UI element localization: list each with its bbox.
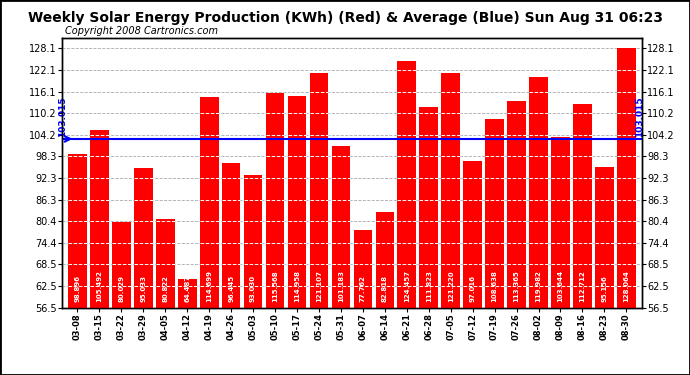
Bar xyxy=(200,97,219,308)
Bar xyxy=(529,77,548,308)
Bar xyxy=(463,160,482,308)
Bar xyxy=(551,136,570,308)
Bar xyxy=(288,96,306,308)
Text: 77.762: 77.762 xyxy=(360,275,366,302)
Bar xyxy=(485,118,504,308)
Text: 124.457: 124.457 xyxy=(404,270,410,302)
Bar xyxy=(134,168,152,308)
Text: 80.029: 80.029 xyxy=(119,275,124,302)
Bar xyxy=(112,222,130,308)
Bar xyxy=(442,73,460,308)
Text: 103.644: 103.644 xyxy=(558,270,564,302)
Bar xyxy=(397,61,416,308)
Bar xyxy=(68,154,87,308)
Bar xyxy=(375,212,394,308)
Text: 113.365: 113.365 xyxy=(513,270,520,302)
Text: 64.487: 64.487 xyxy=(184,275,190,302)
Text: Weekly Solar Energy Production (KWh) (Red) & Average (Blue) Sun Aug 31 06:23: Weekly Solar Energy Production (KWh) (Re… xyxy=(28,11,662,25)
Text: 97.016: 97.016 xyxy=(470,275,475,302)
Text: 103.015: 103.015 xyxy=(58,96,67,137)
Bar xyxy=(595,167,613,308)
Text: 128.064: 128.064 xyxy=(623,270,629,302)
Text: 121.220: 121.220 xyxy=(448,270,454,302)
Bar xyxy=(507,101,526,308)
Text: 93.030: 93.030 xyxy=(250,275,256,302)
Text: 105.492: 105.492 xyxy=(97,270,102,302)
Bar xyxy=(244,175,262,308)
Bar xyxy=(420,107,438,307)
Bar xyxy=(353,231,372,308)
Bar xyxy=(156,219,175,308)
Text: 115.568: 115.568 xyxy=(272,270,278,302)
Text: 108.638: 108.638 xyxy=(491,270,497,302)
Text: 82.818: 82.818 xyxy=(382,275,388,302)
Text: 111.823: 111.823 xyxy=(426,270,432,302)
Bar xyxy=(266,93,284,308)
Bar xyxy=(573,104,592,308)
Text: 96.445: 96.445 xyxy=(228,275,234,302)
Bar xyxy=(617,48,635,308)
Text: 114.958: 114.958 xyxy=(294,270,300,302)
Bar xyxy=(90,130,109,308)
Text: 121.107: 121.107 xyxy=(316,270,322,302)
Text: 112.712: 112.712 xyxy=(580,270,585,302)
Text: 95.156: 95.156 xyxy=(602,275,607,302)
Bar xyxy=(178,279,197,308)
Bar xyxy=(310,74,328,308)
Bar xyxy=(332,146,351,308)
Text: 80.822: 80.822 xyxy=(162,275,168,302)
Bar xyxy=(221,163,241,308)
Text: 98.896: 98.896 xyxy=(75,275,81,302)
Text: 119.982: 119.982 xyxy=(535,270,542,302)
Text: 103.015: 103.015 xyxy=(635,96,644,137)
Text: 114.699: 114.699 xyxy=(206,270,213,302)
Text: 101.183: 101.183 xyxy=(338,270,344,302)
Text: Copyright 2008 Cartronics.com: Copyright 2008 Cartronics.com xyxy=(65,26,218,36)
Text: 95.033: 95.033 xyxy=(140,275,146,302)
